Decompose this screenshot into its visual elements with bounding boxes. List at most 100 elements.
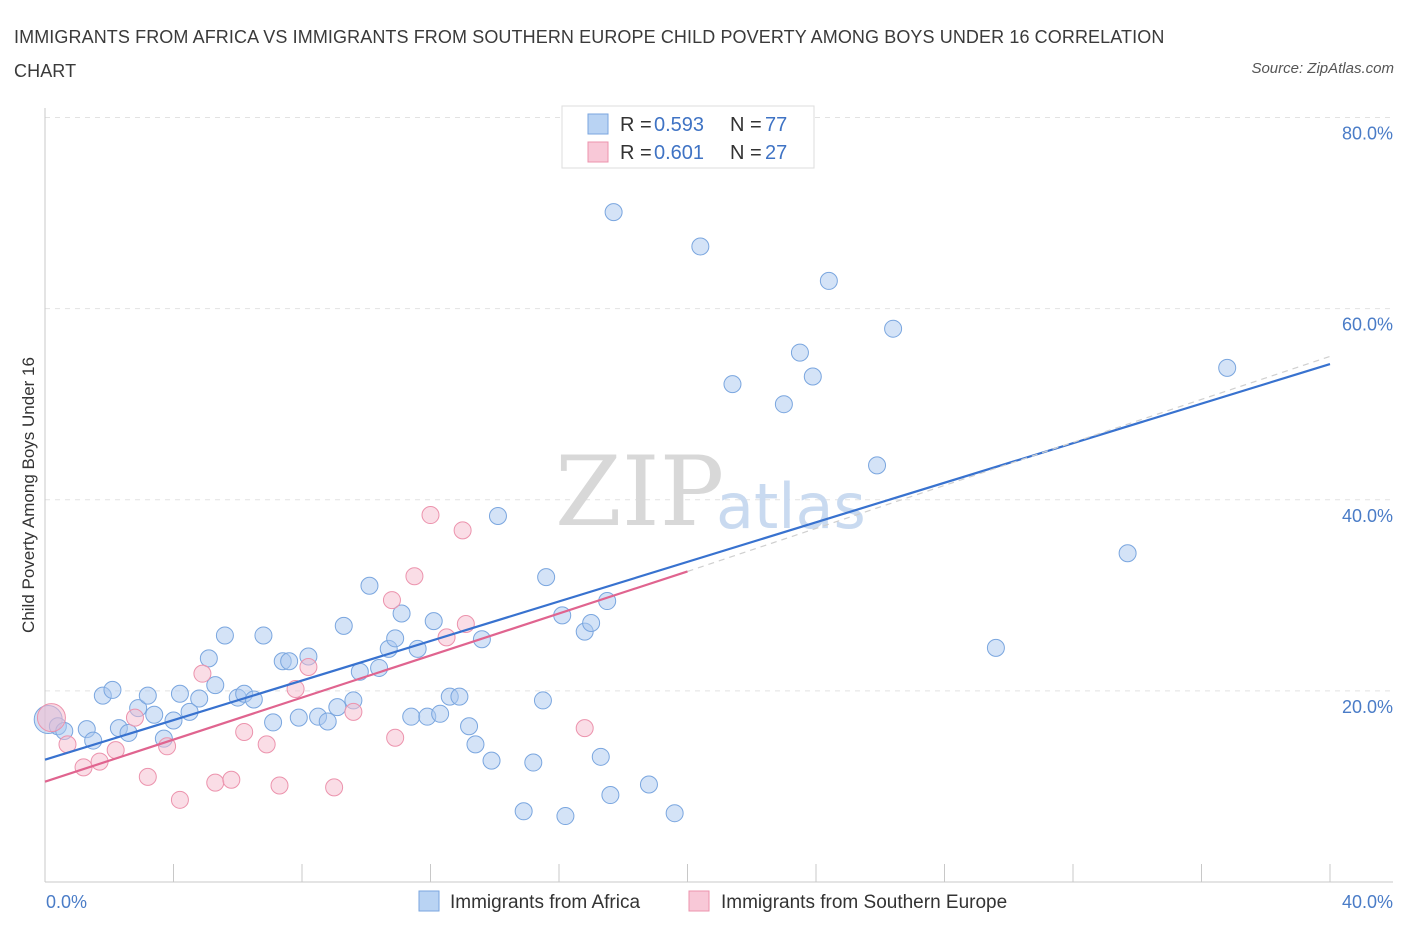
point-1-10: [206, 773, 225, 792]
point-0-19: [215, 626, 234, 645]
point-0-75: [1118, 544, 1137, 563]
watermark-atlas-text: atlas: [716, 470, 866, 543]
watermark: ZIP atlas: [555, 436, 866, 548]
x-tick-label-min: 0.0%: [46, 892, 87, 912]
point-0-17: [199, 649, 218, 668]
point-1-12: [235, 722, 254, 741]
point-0-4: [84, 731, 103, 750]
point-1-13: [257, 735, 276, 754]
point-1-19: [382, 591, 401, 610]
legend-swatch-africa: [418, 890, 440, 912]
trend-line-1: [44, 570, 688, 783]
stats-legend-r-label-africa: R =: [620, 114, 652, 136]
point-0-36: [370, 658, 389, 677]
point-0-62: [601, 786, 620, 805]
point-0-76: [1218, 358, 1237, 377]
point-1-5: [125, 708, 144, 727]
point-1-8: [170, 790, 189, 809]
point-0-23: [254, 626, 273, 645]
point-0-73: [884, 319, 903, 338]
stats-legend-r-label-s-europe: R =: [620, 142, 652, 164]
point-0-69: [790, 343, 809, 362]
point-0-65: [665, 804, 684, 823]
point-0-63: [604, 203, 623, 222]
point-1-14: [270, 776, 289, 795]
point-0-66: [691, 237, 710, 256]
stats-legend-n-africa: 77: [765, 114, 787, 136]
point-1-9: [193, 664, 212, 683]
series-legend: Immigrants from Africa Immigrants from S…: [418, 890, 1007, 913]
stats-legend-swatch-s-europe: [587, 141, 609, 163]
point-0-35: [360, 576, 379, 595]
point-0-50: [482, 751, 501, 770]
stats-legend: R = 0.593 N = 77 R = 0.601 N = 27: [561, 105, 815, 169]
y-tick-label-2: 40.0%: [1342, 506, 1393, 526]
point-0-16: [190, 689, 209, 708]
y-tick-labels: 80.0% 60.0% 40.0% 20.0%: [1342, 124, 1393, 717]
trend-extension-1: [687, 355, 1331, 572]
point-0-39: [392, 604, 411, 623]
point-1-18: [344, 702, 363, 721]
legend-label-s-europe: Immigrants from Southern Europe: [721, 892, 1007, 913]
legend-label-africa: Immigrants from Africa: [450, 892, 640, 913]
point-0-54: [533, 691, 552, 710]
point-0-51: [488, 506, 507, 525]
point-0-14: [170, 684, 189, 703]
y-tick-label-1: 60.0%: [1342, 315, 1393, 335]
point-0-59: [582, 614, 601, 633]
point-1-16: [299, 657, 318, 676]
point-1-22: [421, 506, 440, 525]
trend-line-0: [44, 362, 1331, 761]
point-0-70: [803, 367, 822, 386]
y-tick-label-3: 20.0%: [1342, 697, 1393, 717]
stats-legend-r-s-europe: 0.601: [654, 142, 704, 164]
point-0-60: [591, 747, 610, 766]
point-0-10: [138, 686, 157, 705]
point-1-20: [386, 728, 405, 747]
point-0-11: [145, 705, 164, 724]
point-0-32: [334, 616, 353, 635]
point-0-67: [723, 375, 742, 394]
point-0-72: [868, 456, 887, 475]
axes: [44, 108, 1393, 883]
stats-legend-n-label-africa: N =: [730, 114, 762, 136]
stats-legend-r-africa: 0.593: [654, 114, 704, 136]
point-0-68: [774, 395, 793, 414]
point-1-17: [325, 778, 344, 797]
point-0-71: [819, 271, 838, 290]
stats-legend-swatch-africa: [587, 113, 609, 135]
stats-legend-n-s-europe: 27: [765, 142, 787, 164]
point-1-11: [222, 770, 241, 789]
point-0-40: [402, 707, 421, 726]
y-tick-label-0: 80.0%: [1342, 124, 1393, 144]
x-tick-labels: 0.0% 40.0%: [46, 892, 1393, 912]
point-0-48: [466, 735, 485, 754]
trend-lines: [44, 355, 1331, 783]
point-0-44: [431, 704, 450, 723]
point-0-55: [537, 568, 556, 587]
point-0-57: [556, 807, 575, 826]
x-tick-label-max: 40.0%: [1342, 892, 1393, 912]
series-layer: [33, 203, 1237, 826]
point-0-30: [318, 712, 337, 731]
point-1-26: [575, 719, 594, 738]
point-0-26: [280, 652, 299, 671]
point-0-18: [206, 676, 225, 695]
point-1-6: [138, 767, 157, 786]
point-0-27: [289, 708, 308, 727]
stats-legend-n-label-s-europe: N =: [730, 142, 762, 164]
point-0-53: [524, 753, 543, 772]
point-0-6: [103, 680, 122, 699]
point-1-0: [36, 703, 66, 733]
y-axis-label: Child Poverty Among Boys Under 16: [19, 357, 38, 633]
grid-lines: [45, 117, 1393, 692]
point-0-64: [639, 775, 658, 794]
legend-swatch-s-europe: [688, 890, 710, 912]
point-0-38: [386, 629, 405, 648]
source-label: Source: ZipAtlas.com: [1251, 60, 1394, 77]
point-0-52: [514, 802, 533, 821]
point-0-46: [450, 687, 469, 706]
point-1-21: [405, 567, 424, 586]
point-0-74: [986, 638, 1005, 657]
